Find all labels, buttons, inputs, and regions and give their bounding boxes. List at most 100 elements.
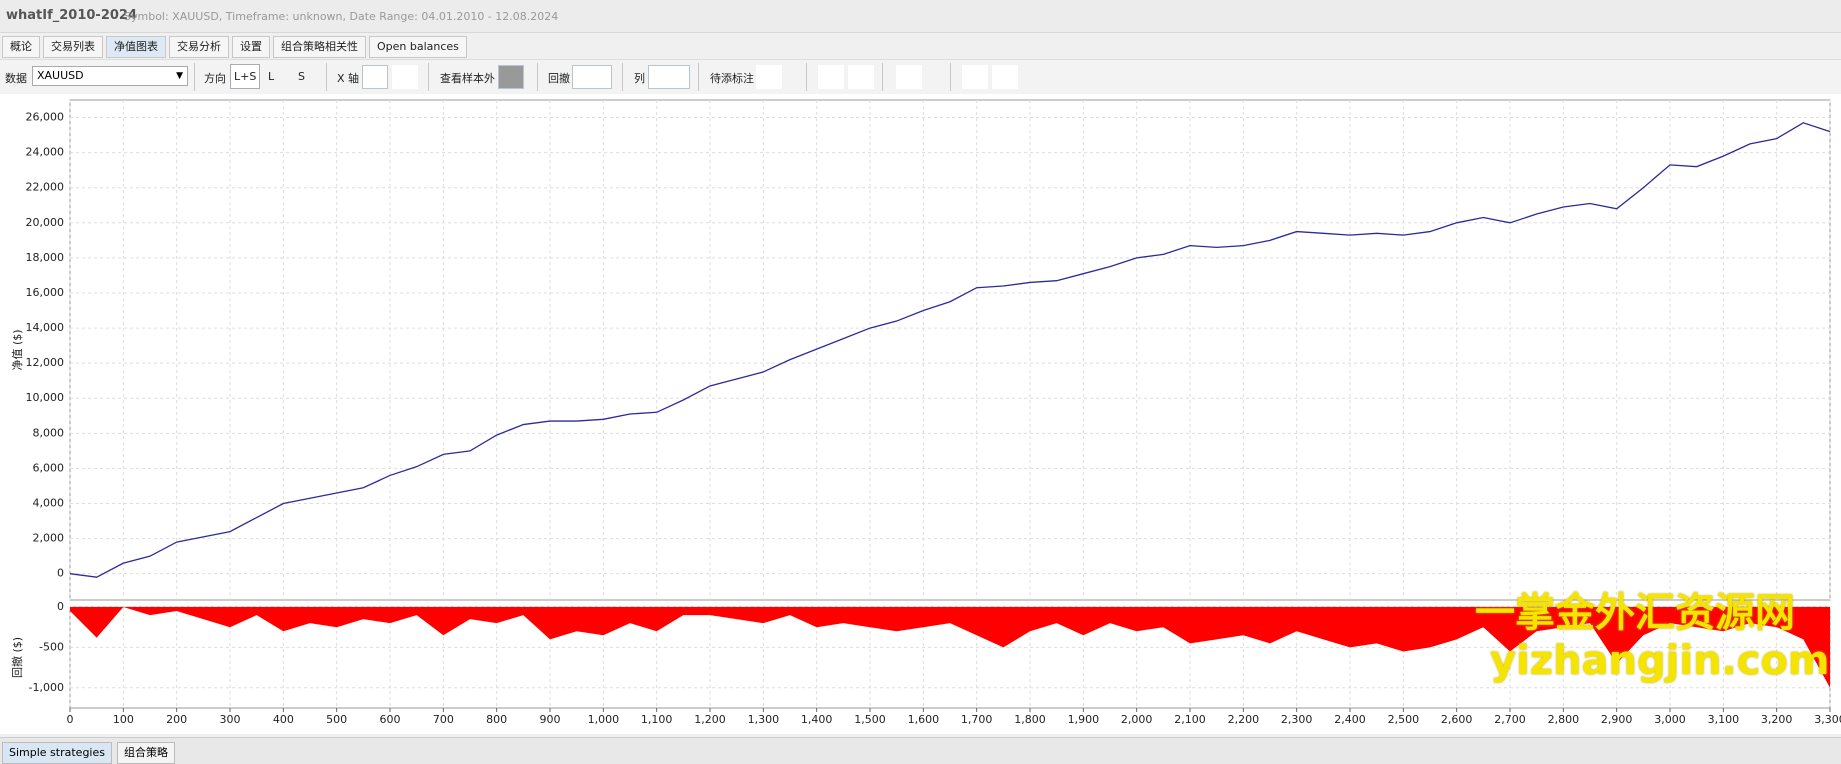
drawdown-area bbox=[70, 607, 1830, 688]
direction-button[interactable]: L+S bbox=[230, 64, 261, 89]
x-tick-label: 800 bbox=[486, 713, 507, 726]
title: whatIf_2010-2024 bbox=[6, 8, 138, 23]
y-tick-label: 26,000 bbox=[26, 111, 65, 124]
symbol: XAUUSD bbox=[37, 69, 84, 82]
y-tick-label: 18,000 bbox=[26, 251, 65, 264]
x-tick-label: 0 bbox=[67, 713, 74, 726]
label: 方向 bbox=[204, 72, 226, 85]
y-tick-label: 12,000 bbox=[26, 356, 65, 369]
tab[interactable]: 设置 bbox=[232, 36, 270, 58]
x-tick-label: 1,600 bbox=[908, 713, 940, 726]
tab[interactable]: Open balances bbox=[369, 36, 467, 58]
subtitle: Symbol: XAUUSD, Timeframe: unknown, Date… bbox=[124, 10, 559, 23]
y-tick-label: 8,000 bbox=[33, 426, 65, 439]
watermark: 一掌金外汇资源网 bbox=[1475, 590, 1795, 636]
x-tick-label: 1,100 bbox=[641, 713, 673, 726]
x-tick-label: 1,700 bbox=[961, 713, 993, 726]
out-of-sample-toggle[interactable] bbox=[498, 65, 524, 89]
symbol-select[interactable]: XAUUSD ▼ bbox=[32, 66, 188, 86]
y-axis-label: 净值 ($) bbox=[10, 329, 24, 370]
x-tick-label: 600 bbox=[380, 713, 401, 726]
tab[interactable]: 交易分析 bbox=[169, 36, 229, 58]
y-tick-label: 0 bbox=[57, 567, 64, 580]
chart-button[interactable] bbox=[992, 65, 1018, 89]
y-tick-label: 2,000 bbox=[33, 532, 65, 545]
label: 数据 bbox=[5, 72, 27, 85]
annotations-select[interactable] bbox=[756, 65, 782, 89]
x-tick-label: 2,700 bbox=[1494, 713, 1526, 726]
separator bbox=[537, 63, 538, 91]
separator bbox=[428, 63, 429, 91]
x-tick-label: 400 bbox=[273, 713, 294, 726]
plot-area bbox=[69, 99, 1831, 601]
drawdown-select[interactable] bbox=[572, 65, 612, 89]
y-tick-label: 6,000 bbox=[33, 461, 65, 474]
x-tick-label: 200 bbox=[166, 713, 187, 726]
toolbar: 数据 XAUUSD ▼ 方向 L+S L S X 轴 查看样本外 回撤 列 待添标… bbox=[0, 59, 1841, 95]
y-tick-label: 20,000 bbox=[26, 216, 65, 229]
y-tick-label: 10,000 bbox=[26, 391, 65, 404]
chart-button[interactable] bbox=[962, 65, 988, 89]
chart-panel: 0 2,000 4,000 6,000 8,000 10,000 12,000 14,000 1… bbox=[0, 94, 1841, 734]
separator bbox=[882, 63, 883, 91]
separator bbox=[326, 63, 327, 91]
x-tick-label: 1,000 bbox=[588, 713, 620, 726]
x-tick-label: 100 bbox=[113, 713, 134, 726]
x-tick-label: 2,400 bbox=[1334, 713, 1366, 726]
equity-line bbox=[69, 122, 1831, 578]
x-tick-label: 1,900 bbox=[1068, 713, 1100, 726]
chart-button[interactable] bbox=[848, 65, 874, 89]
x-tick-label: 1,800 bbox=[1014, 713, 1046, 726]
chart-button[interactable] bbox=[818, 65, 844, 89]
y-tick-label: -1,000 bbox=[29, 681, 64, 694]
columns-select[interactable] bbox=[648, 65, 690, 89]
y-tick-label: 16,000 bbox=[26, 286, 65, 299]
label: 列 bbox=[634, 72, 645, 85]
y-tick-label: 24,000 bbox=[26, 146, 65, 159]
x-tick-label: 2,200 bbox=[1228, 713, 1260, 726]
watermark: yizhangjin.com bbox=[1490, 638, 1830, 684]
x-tick-label: 3,200 bbox=[1761, 713, 1793, 726]
y-tick-label: 4,000 bbox=[33, 497, 65, 510]
x-tick-label: 900 bbox=[540, 713, 561, 726]
tab[interactable]: 概论 bbox=[2, 36, 40, 58]
chart-button[interactable] bbox=[896, 65, 922, 89]
x-tick-label: 300 bbox=[220, 713, 241, 726]
separator bbox=[622, 63, 623, 91]
separator bbox=[950, 63, 951, 91]
label: 待添标注 bbox=[710, 72, 754, 85]
x-tick-label: 2,000 bbox=[1121, 713, 1153, 726]
direction-button[interactable]: S bbox=[298, 70, 305, 83]
tab[interactable]: 组合策略相关性 bbox=[273, 36, 366, 58]
x-axis-trades[interactable] bbox=[362, 65, 388, 89]
bottom-bar: Simple strategies 组合策略 bbox=[0, 737, 1841, 764]
direction-button[interactable]: L bbox=[268, 70, 275, 83]
x-tick-label: 1,300 bbox=[748, 713, 780, 726]
x-tick-label: 3,000 bbox=[1654, 713, 1686, 726]
x-tick-label: 700 bbox=[433, 713, 454, 726]
separator bbox=[194, 63, 195, 91]
title-bar: whatIf_2010-2024 Symbol: XAUUSD, Timefra… bbox=[0, 0, 1841, 33]
x-axis-time[interactable] bbox=[392, 65, 418, 89]
x-tick-label: 1,200 bbox=[694, 713, 726, 726]
y-tick-label: 22,000 bbox=[26, 181, 65, 194]
bottom-tab[interactable]: Simple strategies bbox=[2, 742, 112, 764]
bottom-tab[interactable]: 组合策略 bbox=[117, 742, 175, 764]
x-tick-label: 500 bbox=[326, 713, 347, 726]
x-tick-label: 2,500 bbox=[1388, 713, 1420, 726]
x-tick-label: 3,100 bbox=[1708, 713, 1740, 726]
y-tick-label: -500 bbox=[39, 640, 64, 653]
separator bbox=[698, 63, 699, 91]
x-tick-label: 2,600 bbox=[1441, 713, 1473, 726]
x-tick-label: 1,500 bbox=[854, 713, 886, 726]
x-tick-label: 1,400 bbox=[801, 713, 833, 726]
chart: 0 2,000 4,000 6,000 8,000 10,000 12,000 14,000 1… bbox=[10, 99, 1841, 726]
x-tick-label: 2,100 bbox=[1174, 713, 1206, 726]
tab[interactable]: 交易列表 bbox=[43, 36, 103, 58]
y-axis-label: 回撤 ($) bbox=[10, 637, 24, 678]
x-tick-label: 2,300 bbox=[1281, 713, 1313, 726]
separator bbox=[806, 63, 807, 91]
y-tick-label: 14,000 bbox=[26, 321, 65, 334]
tab[interactable]: 净值图表 bbox=[106, 36, 166, 58]
x-tick-label: 2,800 bbox=[1548, 713, 1580, 726]
